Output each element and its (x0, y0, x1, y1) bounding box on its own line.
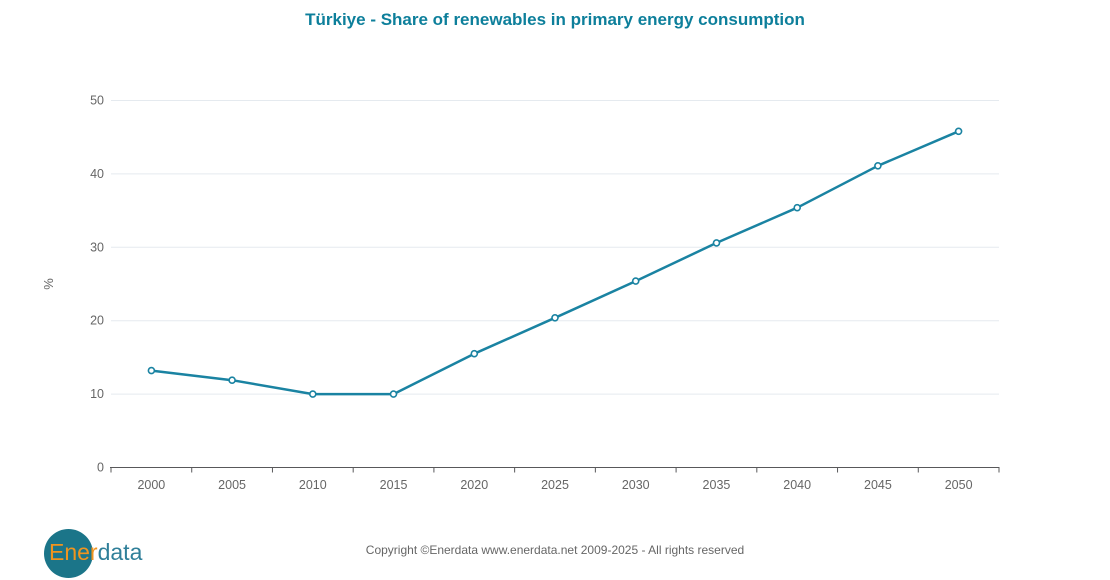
enerdata-logo-circle (44, 529, 93, 578)
x-axis-tick-label: 2035 (703, 478, 731, 492)
x-axis-tick-label: 2040 (783, 478, 811, 492)
x-axis-tick-label: 2015 (380, 478, 408, 492)
y-axis-tick-label: 10 (90, 387, 104, 401)
y-axis-tick-label: 50 (90, 94, 104, 108)
data-point-marker[interactable] (793, 203, 802, 212)
copyright-text: Copyright ©Enerdata www.enerdata.net 200… (365, 543, 745, 557)
series-line (150, 130, 960, 396)
enerdata-logo-text: Enerdata (49, 539, 142, 565)
data-point-marker[interactable] (954, 127, 963, 136)
y-axis-title: % (41, 278, 56, 290)
y-axis-tick-label: 20 (90, 314, 104, 328)
x-axis-tick-label: 2045 (864, 478, 892, 492)
x-axis-tick-label: 2030 (622, 478, 650, 492)
x-axis-tick-label: 2020 (460, 478, 488, 492)
enerdata-logo[interactable]: Enerdata (44, 528, 194, 580)
x-axis-tick-label: 2025 (541, 478, 569, 492)
y-axis-tick-label: 30 (90, 240, 104, 254)
data-point-marker[interactable] (308, 390, 317, 398)
data-point-marker[interactable] (470, 349, 479, 358)
data-point-marker[interactable] (228, 376, 236, 385)
enerdata-logo-text-data: data (97, 539, 143, 565)
chart-title: Türkiye - Share of renewables in primary… (305, 10, 805, 29)
data-point-marker[interactable] (712, 239, 721, 247)
x-axis-tick-label: 2050 (945, 478, 973, 492)
x-axis-tick-label: 2005 (218, 478, 246, 492)
data-point-marker[interactable] (631, 277, 640, 285)
data-point-marker[interactable] (389, 390, 398, 398)
x-axis-tick-label: 2000 (137, 478, 165, 492)
enerdata-logo-text-ener: Ener (49, 539, 98, 565)
y-axis-tick-label: 0 (97, 461, 104, 475)
data-point-marker[interactable] (874, 162, 882, 170)
data-point-marker[interactable] (147, 366, 156, 375)
x-axis-tick-label: 2010 (299, 478, 327, 492)
y-axis-tick-label: 40 (90, 167, 104, 181)
data-point-marker[interactable] (551, 313, 559, 322)
